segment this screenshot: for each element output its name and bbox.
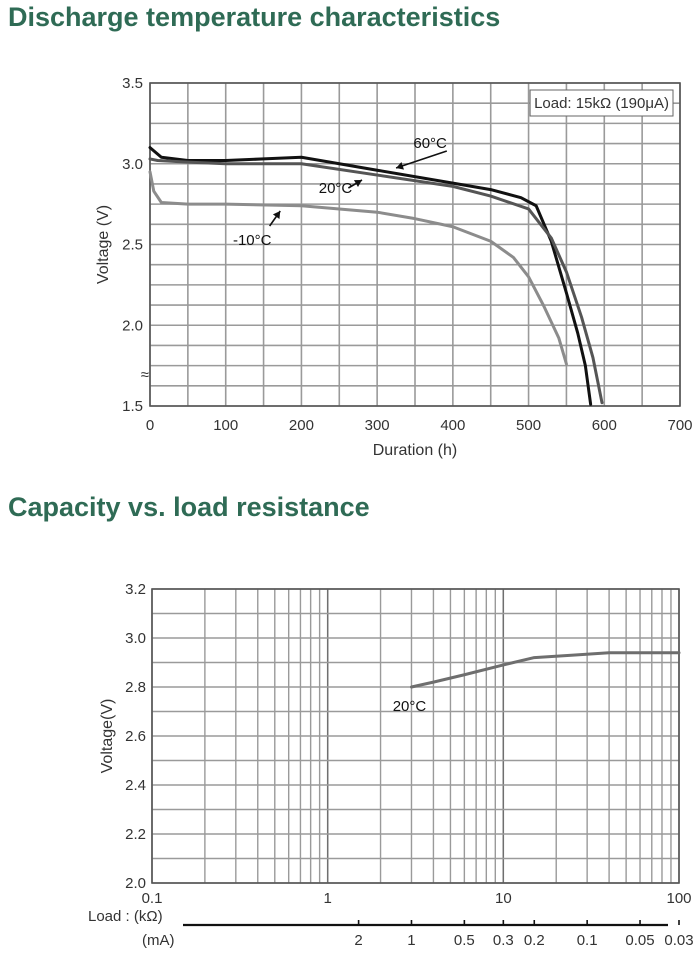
- x-tick-label: 500: [516, 417, 541, 434]
- current-axis-label: 2: [354, 932, 362, 949]
- series-line-2: [148, 157, 604, 405]
- axis-break-mark: ≈: [141, 367, 149, 384]
- current-axis-label: 0.1: [577, 932, 598, 949]
- x-tick-label: 100: [666, 890, 691, 907]
- y-axis-title: Voltage(V): [99, 699, 116, 774]
- series-label-arrowhead: [396, 161, 404, 170]
- y-tick-label: 3.5: [122, 75, 143, 92]
- series-label: 60°C: [413, 135, 447, 152]
- series-label-arrowhead: [272, 211, 281, 220]
- y-axis-title: Voltage (V): [95, 205, 112, 284]
- x-tick-label: 10: [495, 890, 512, 907]
- plot-area-frame: [149, 82, 681, 407]
- x-secondary-axis-title: (mA): [142, 932, 175, 949]
- x-tick-label: 1: [323, 890, 331, 907]
- plot-area-frame: [151, 588, 680, 884]
- y-tick-label: 3.2: [125, 581, 146, 598]
- current-axis-label: 0.2: [524, 932, 545, 949]
- series-label-arrowhead: [353, 180, 362, 187]
- series-line-1: [409, 651, 681, 689]
- x-tick-label: 200: [289, 417, 314, 434]
- chart-title-capacity: Capacity vs. load resistance: [8, 492, 370, 522]
- x-tick-label: 0: [146, 417, 154, 434]
- series-label-arrow: [395, 150, 448, 169]
- current-axis-label: 0.3: [493, 932, 514, 949]
- current-axis-label: 0.5: [454, 932, 475, 949]
- y-tick-label: 2.4: [125, 777, 146, 794]
- series-label: 20°C: [393, 698, 427, 715]
- x-tick-label: 100: [213, 417, 238, 434]
- series-line-1: [148, 146, 593, 406]
- series-line-3: [148, 170, 568, 366]
- y-tick-label: 2.5: [122, 237, 143, 254]
- x-tick-label: 300: [365, 417, 390, 434]
- x-tick-label: 700: [667, 417, 692, 434]
- x-tick-label: 600: [592, 417, 617, 434]
- load-annotation-text: Load: 15kΩ (190μA): [534, 95, 669, 112]
- series-label: 20°C: [319, 180, 353, 197]
- discharge-chart: 0 100 200 300 400 500 600 700 1.5 2.0 2.5 3.0 3.5 ≈ Du…: [95, 75, 693, 459]
- x-axis-title: Load : (kΩ): [88, 908, 163, 925]
- y-tick-label: 2.6: [125, 728, 146, 745]
- y-tick-label: 2.0: [122, 317, 143, 334]
- current-axis-label: 0.03: [664, 932, 693, 949]
- y-tick-label: 3.0: [122, 156, 143, 173]
- x-axis-title: Duration (h): [373, 442, 457, 459]
- y-tick-label: 1.5: [122, 398, 143, 415]
- x-tick-label: 0.1: [142, 890, 163, 907]
- x-tick-label: 400: [440, 417, 465, 434]
- y-tick-label: 2.0: [125, 875, 146, 892]
- y-tick-label: 2.2: [125, 826, 146, 843]
- current-axis-label: 0.05: [625, 932, 654, 949]
- y-tick-label: 3.0: [125, 630, 146, 647]
- y-tick-label: 2.8: [125, 679, 146, 696]
- series-label: -10°C: [233, 232, 272, 249]
- load-annotation-box: [529, 89, 674, 117]
- current-axis-label: 1: [407, 932, 415, 949]
- chart-title-discharge: Discharge temperature characteristics: [8, 2, 501, 32]
